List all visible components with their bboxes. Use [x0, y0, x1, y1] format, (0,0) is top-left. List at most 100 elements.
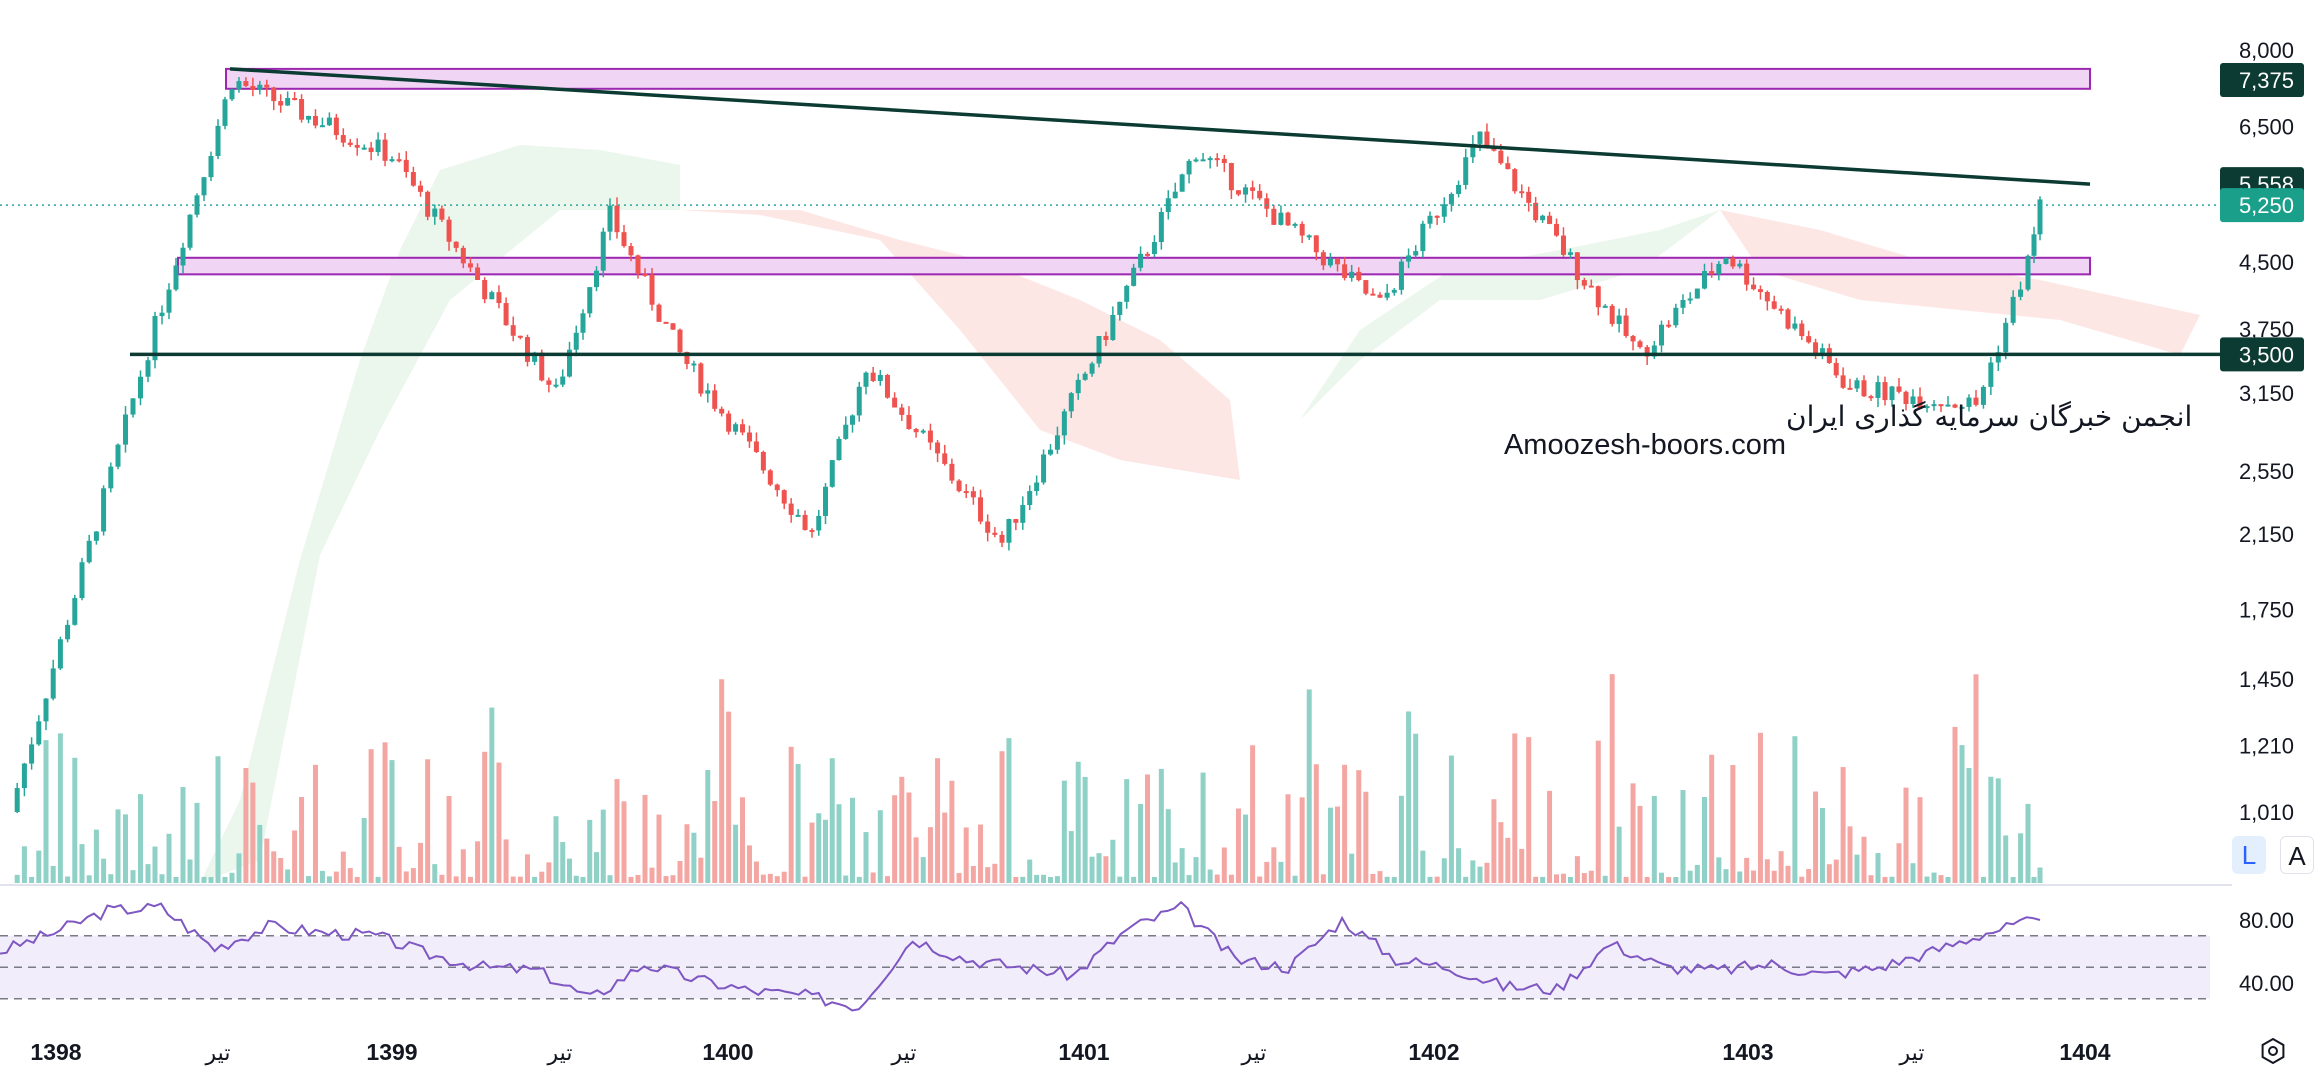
candle-body [1931, 404, 1937, 407]
volume-bar [496, 762, 502, 883]
volume-bar [1785, 865, 1791, 883]
price-tick: 1,210 [2239, 733, 2294, 758]
volume-bar [1292, 875, 1298, 883]
candle-body [222, 99, 228, 126]
candle-body [361, 147, 367, 150]
candle-body [1434, 215, 1440, 218]
volume-bar [1377, 871, 1383, 883]
volume-bar [257, 824, 263, 883]
candle-body [823, 486, 828, 516]
volume-bar [823, 819, 828, 883]
candle-body [621, 232, 627, 247]
volume-bar [677, 861, 683, 883]
volume-bar [1945, 876, 1951, 883]
candle-body [1299, 223, 1305, 236]
candle-body [1973, 397, 1979, 405]
candle-body [1013, 519, 1019, 523]
volume-bar [1730, 765, 1736, 883]
volume-bar [1306, 689, 1312, 883]
candle-body [1910, 396, 1916, 405]
candle-body [795, 514, 801, 517]
volume-bar [836, 804, 842, 883]
volume-bar [1938, 875, 1944, 883]
settings-icon[interactable] [2258, 1036, 2288, 1066]
candle-body [138, 376, 143, 399]
auto-scale-button[interactable]: A [2280, 836, 2314, 874]
volume-bar [79, 844, 85, 883]
volume-bar [1819, 808, 1825, 883]
volume-bar [292, 830, 298, 883]
candle-body [1158, 211, 1164, 243]
volume-bar [1764, 859, 1770, 883]
candle-body [1179, 174, 1185, 192]
candle-body [1391, 289, 1397, 293]
volume-bar [1799, 876, 1805, 883]
candle-body [1694, 288, 1700, 299]
volume-bar [1588, 870, 1594, 883]
candle-body [1463, 157, 1469, 185]
candle-body [425, 191, 431, 217]
candle-body [1243, 187, 1249, 195]
volume-bars [14, 674, 2043, 883]
candle-body [553, 384, 559, 387]
candle-body [856, 386, 862, 416]
volume-bar [72, 757, 78, 883]
candle-body [1498, 150, 1504, 164]
volume-bar [1463, 876, 1469, 883]
candle-body [1110, 314, 1116, 340]
candle-body [382, 139, 388, 161]
candle-body [1819, 348, 1825, 354]
volume-bar [130, 870, 136, 883]
candle-body [285, 98, 291, 106]
price-tick: 1,450 [2239, 667, 2294, 692]
volume-bar [753, 861, 759, 883]
volume-bar [1952, 726, 1958, 883]
volume-bar [621, 801, 627, 883]
candle-body [1306, 235, 1312, 238]
volume-bar [1574, 856, 1580, 883]
candle-body [781, 490, 787, 504]
candle-body [753, 441, 759, 452]
volume-bar [1666, 876, 1672, 883]
candle-body [1744, 263, 1750, 285]
candle-body [1061, 411, 1067, 436]
trendline [229, 67, 2091, 186]
volume-bar [1131, 876, 1137, 883]
volume-bar [1271, 847, 1277, 883]
volume-bar [656, 814, 662, 883]
candle-body [389, 159, 395, 162]
candle-body [992, 532, 998, 535]
volume-bar [1434, 876, 1440, 883]
candle-body [1651, 345, 1657, 357]
candle-body [1020, 505, 1026, 523]
candle-body [1335, 258, 1341, 265]
candle-body [1193, 159, 1199, 162]
volume-bar [1179, 848, 1185, 883]
price-tick: 6,500 [2239, 114, 2294, 139]
candle-body [1257, 190, 1263, 199]
volume-bar [843, 875, 849, 883]
candle-body [1854, 380, 1860, 389]
candle-body [418, 185, 424, 192]
candle-body [663, 321, 669, 324]
volume-bar [403, 871, 409, 883]
volume-bar [809, 822, 815, 883]
candle-body [1103, 336, 1109, 340]
candle-body [1384, 292, 1390, 298]
candle-body [1771, 301, 1777, 309]
candle-body [396, 159, 402, 162]
candle-body [774, 484, 780, 491]
candle-body [1505, 163, 1511, 170]
candle-body [467, 263, 473, 268]
volume-bar [2018, 833, 2024, 883]
candle-body [1271, 208, 1277, 225]
volume-bar [123, 814, 128, 883]
volume-bar [1826, 864, 1832, 883]
candle-body [649, 274, 655, 305]
volume-bar [306, 876, 312, 883]
volume-bar [1068, 831, 1074, 883]
log-scale-button[interactable]: L [2232, 836, 2266, 874]
candle-body [746, 432, 752, 442]
cloud-band [1300, 210, 1720, 420]
